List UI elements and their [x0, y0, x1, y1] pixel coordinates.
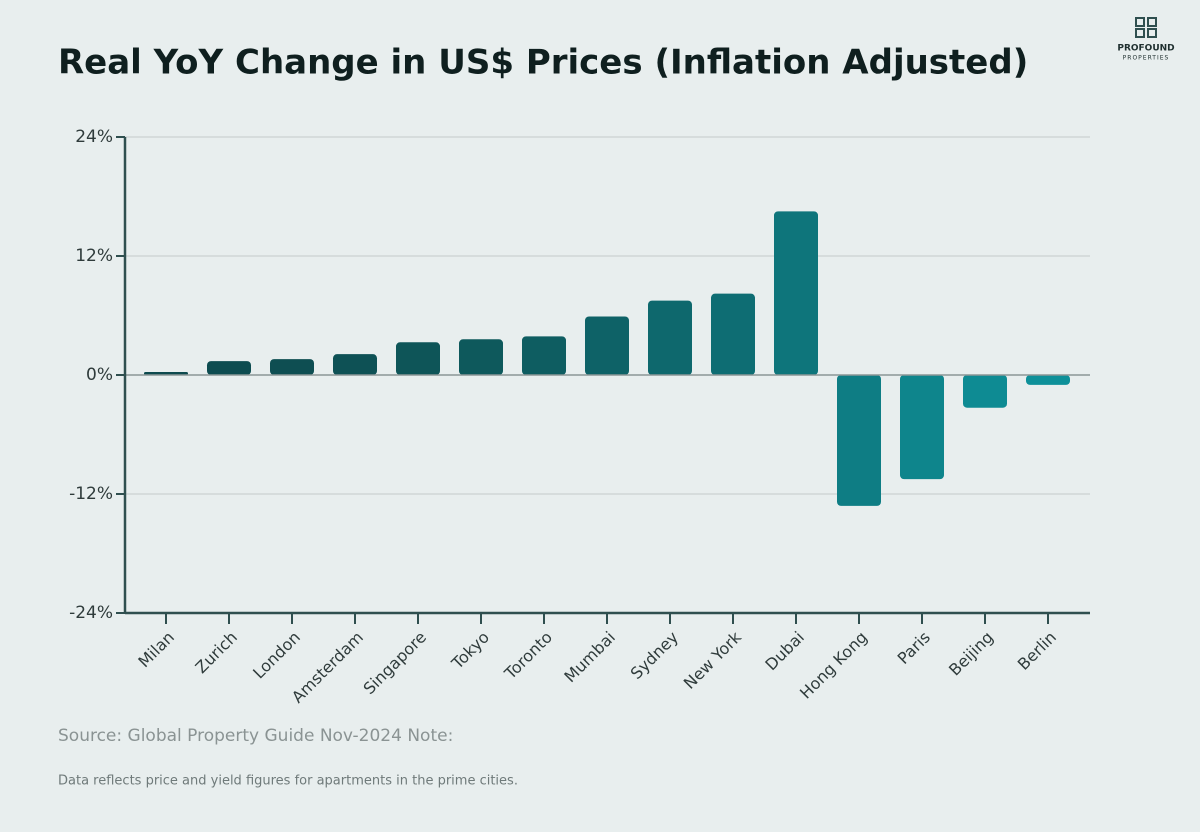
- bar: [774, 211, 818, 375]
- bar: [1026, 375, 1070, 385]
- bar: [648, 300, 692, 375]
- bar: [711, 293, 755, 375]
- logo-icon: [1135, 17, 1145, 27]
- bar: [900, 375, 944, 480]
- logo-icon: [1147, 17, 1157, 27]
- note: Data reflects price and yield figures fo…: [58, 774, 518, 789]
- logo-text: PROPERTIES: [1123, 55, 1170, 62]
- logo: PROFOUND PROPERTIES: [1117, 17, 1175, 62]
- bar: [963, 375, 1007, 408]
- bar: [459, 339, 503, 375]
- logo-icon: [1135, 28, 1145, 38]
- source: Source: Global Property Guide Nov-2024 N…: [58, 726, 453, 746]
- y-tick-label: -12%: [69, 484, 113, 504]
- bar: [396, 342, 440, 375]
- bar: [585, 316, 629, 375]
- bar: [522, 336, 566, 375]
- bar: [333, 354, 377, 375]
- y-tick-label: 0%: [86, 365, 113, 385]
- bar: [837, 375, 881, 506]
- logo-text: PROFOUND: [1117, 44, 1174, 54]
- logo-icon: [1147, 28, 1157, 38]
- bar: [270, 359, 314, 375]
- bar: [207, 361, 251, 375]
- y-tick-label: -24%: [69, 603, 113, 623]
- y-tick-label: 24%: [75, 127, 113, 147]
- chart-title: Real YoY Change in US$ Prices (Inflation…: [58, 43, 1028, 83]
- y-tick-label: 12%: [75, 246, 113, 266]
